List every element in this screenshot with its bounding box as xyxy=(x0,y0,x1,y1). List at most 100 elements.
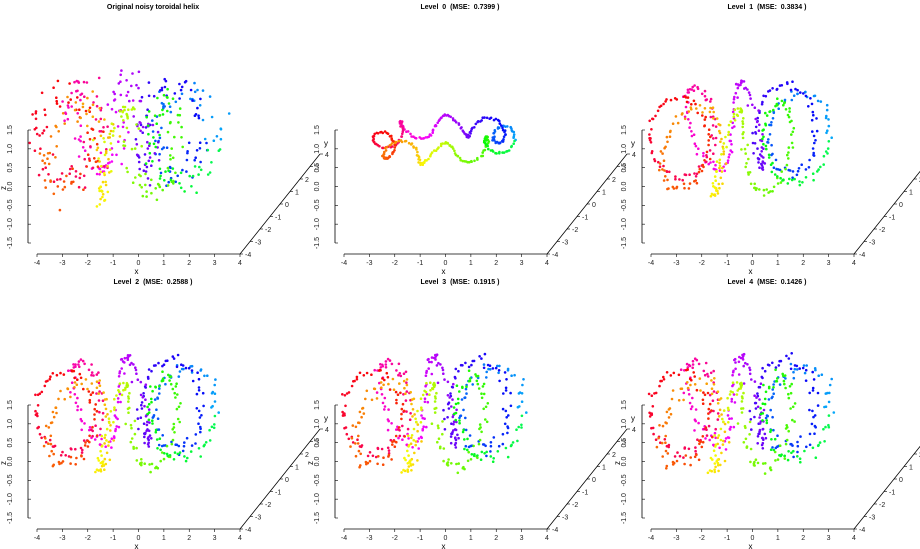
data-point xyxy=(411,408,415,411)
data-point xyxy=(394,140,398,144)
data-point xyxy=(66,117,70,121)
data-point xyxy=(213,414,217,418)
data-point xyxy=(417,447,420,450)
data-point xyxy=(114,429,117,433)
data-point xyxy=(145,423,149,427)
data-point xyxy=(166,166,170,170)
x-tick-label: 4 xyxy=(545,535,549,542)
data-point xyxy=(401,130,405,133)
data-point xyxy=(484,405,488,409)
y-tick-label: 3 xyxy=(315,440,319,447)
y-axis-label: y xyxy=(631,414,635,423)
data-point xyxy=(79,446,83,450)
data-point xyxy=(434,149,438,152)
data-point xyxy=(58,105,62,108)
data-point xyxy=(407,454,410,457)
data-point xyxy=(660,379,663,383)
data-point xyxy=(693,418,697,421)
data-point xyxy=(749,447,753,451)
data-point xyxy=(52,415,56,419)
data-point xyxy=(436,381,440,385)
data-point xyxy=(458,156,462,160)
data-point xyxy=(733,95,736,99)
data-point xyxy=(66,104,70,107)
data-point xyxy=(727,436,731,440)
data-point xyxy=(817,168,820,171)
data-point xyxy=(715,169,718,173)
data-point xyxy=(683,173,687,176)
data-point xyxy=(714,454,717,457)
data-point xyxy=(134,176,137,179)
data-point xyxy=(149,385,152,388)
data-point xyxy=(89,393,93,396)
data-point xyxy=(211,404,214,408)
data-point xyxy=(811,370,814,374)
data-point xyxy=(439,144,443,148)
data-point xyxy=(133,432,137,436)
data-point xyxy=(768,110,771,114)
data-point xyxy=(104,151,108,155)
data-point xyxy=(141,396,145,399)
data-point xyxy=(689,121,692,125)
data-point xyxy=(648,411,651,415)
data-point xyxy=(786,426,789,429)
y-tick-label: -1 xyxy=(582,490,588,497)
data-point xyxy=(459,414,462,418)
data-point xyxy=(126,356,130,360)
data-point xyxy=(400,122,403,126)
data-point xyxy=(171,97,175,100)
data-point xyxy=(140,95,144,99)
data-point xyxy=(381,363,384,367)
x-tick-label: 2 xyxy=(801,535,805,542)
data-point xyxy=(761,412,765,415)
x-tick-label: 3 xyxy=(827,535,831,542)
data-point xyxy=(148,421,151,424)
data-point xyxy=(59,177,62,181)
data-point xyxy=(728,139,732,143)
data-point xyxy=(693,142,697,145)
data-point xyxy=(501,128,505,132)
data-point xyxy=(56,79,60,83)
data-point xyxy=(128,99,131,103)
data-point xyxy=(781,179,784,182)
data-point xyxy=(428,393,431,396)
data-point xyxy=(106,165,109,168)
data-point xyxy=(762,135,765,139)
data-point xyxy=(788,120,792,124)
data-point xyxy=(147,436,150,439)
data-point xyxy=(758,428,762,432)
data-point xyxy=(154,428,158,432)
z-tick-label: 1.0 xyxy=(7,144,14,154)
data-point xyxy=(198,141,202,144)
data-point xyxy=(179,88,183,92)
data-point xyxy=(158,133,161,137)
data-point xyxy=(461,430,465,434)
data-point xyxy=(88,428,91,432)
data-point xyxy=(690,378,693,382)
data-point xyxy=(693,84,696,87)
data-point xyxy=(99,185,103,189)
data-point xyxy=(101,193,105,196)
data-point xyxy=(42,154,46,157)
data-point xyxy=(407,465,411,468)
data-point xyxy=(105,439,108,442)
data-point xyxy=(712,383,716,386)
data-point xyxy=(471,359,474,363)
data-point xyxy=(481,151,484,154)
data-point xyxy=(707,412,710,415)
data-point xyxy=(702,165,705,169)
data-point xyxy=(725,145,728,149)
data-point xyxy=(201,89,205,92)
data-point xyxy=(761,133,764,136)
data-point xyxy=(792,126,796,130)
data-point xyxy=(743,87,746,90)
data-point xyxy=(47,426,51,429)
data-point xyxy=(356,438,359,441)
data-point xyxy=(62,373,66,376)
data-point xyxy=(148,142,151,145)
data-point xyxy=(391,377,395,381)
data-point xyxy=(130,361,133,365)
data-point xyxy=(482,366,486,370)
data-point xyxy=(197,386,201,389)
data-point xyxy=(718,186,721,190)
